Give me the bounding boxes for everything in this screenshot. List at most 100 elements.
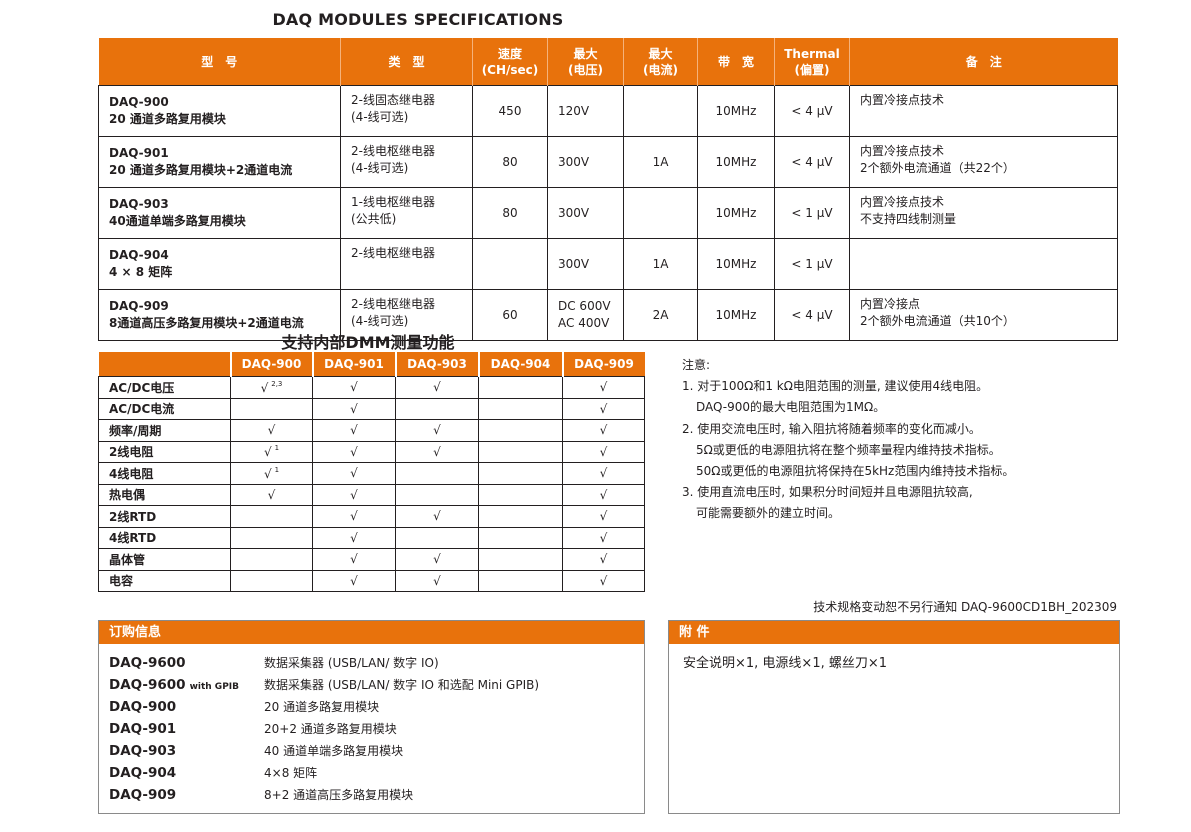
- order-description: 20+2 通道多路复用模块: [264, 722, 397, 736]
- check-mark: √: [350, 487, 358, 502]
- remarks-cell: 内置冷接点 2个额外电流通道（共10个）: [849, 289, 1118, 341]
- relay-type-cell: 2-线电枢继电器: [340, 238, 473, 290]
- dmm-function-label: AC/DC电压: [98, 376, 231, 399]
- check-mark: √: [350, 444, 358, 459]
- order-model-name: DAQ-904: [109, 765, 177, 781]
- dmm-support-cell: [230, 505, 313, 528]
- dmm-support-cell: [478, 419, 563, 442]
- dmm-support-cell: √: [312, 526, 396, 549]
- note-line: 2. 使用交流电压时, 输入阻抗将随着频率的变化而减小。: [682, 421, 981, 436]
- note-line: DAQ-900的最大电阻范围为1MΩ。: [696, 400, 886, 415]
- dmm-support-cell: √: [562, 505, 645, 528]
- dmm-column-header: DAQ-909: [561, 352, 645, 377]
- dmm-support-cell: √: [562, 440, 645, 463]
- accessories-text: 安全说明×1, 电源线×1, 螺丝刀×1: [683, 656, 888, 671]
- dmm-support-cell: √: [230, 419, 313, 442]
- footnote-ref: 1: [274, 444, 280, 453]
- spec-header-cell: 最大 (电压): [547, 38, 624, 86]
- dmm-support-cell: √: [312, 483, 396, 506]
- model-description: 8通道高压多路复用模块+2通道电流: [109, 316, 304, 330]
- dmm-support-cell: √: [395, 419, 479, 442]
- check-mark: √: [599, 444, 608, 459]
- check-mark: √: [260, 380, 269, 395]
- dmm-support-cell: √: [312, 548, 396, 571]
- order-item: DAQ-904 4×8 矩阵: [99, 762, 644, 784]
- dmm-header-blank: [98, 352, 231, 377]
- thermal-offset-cell: < 1 μV: [774, 238, 850, 290]
- dmm-function-label: 2线RTD: [98, 505, 231, 528]
- dmm-column-header: DAQ-903: [394, 352, 479, 377]
- order-model: DAQ-904: [99, 762, 264, 784]
- check-mark: √: [263, 466, 272, 481]
- order-description: 数据采集器 (USB/LAN/ 数字 IO 和选配 Mini GPIB): [264, 678, 540, 692]
- order-model-name: DAQ-9600: [109, 677, 186, 693]
- order-model: DAQ-9600: [99, 652, 264, 674]
- order-model-suffix: with GPIB: [189, 682, 239, 692]
- check-mark: √: [263, 445, 272, 460]
- dmm-support-cell: √: [312, 419, 396, 442]
- spec-header-cell: 备 注: [849, 38, 1118, 86]
- dmm-function-label: 频率/周期: [98, 419, 231, 442]
- dmm-support-cell: [230, 526, 313, 549]
- order-item: DAQ-901 20+2 通道多路复用模块: [99, 718, 644, 740]
- remarks-cell: 内置冷接点技术: [849, 85, 1118, 137]
- dmm-support-cell: √: [312, 462, 396, 485]
- bandwidth-cell: 10MHz: [697, 136, 775, 188]
- model-cell: DAQ-900 20 通道多路复用模块: [98, 85, 341, 137]
- dmm-row: 热电偶 √ √ √: [98, 483, 645, 506]
- dmm-support-cell: [478, 569, 563, 592]
- dmm-support-cell: √: [395, 376, 479, 399]
- dmm-support-cell: √: [562, 526, 645, 549]
- model-description: 20 通道多路复用模块+2通道电流: [109, 163, 293, 177]
- dmm-table: DAQ-900 DAQ-901 DAQ-903 DAQ-904 DAQ-909 AC/D…: [98, 352, 645, 592]
- model-description: 40通道单端多路复用模块: [109, 214, 246, 228]
- model-description: 4 × 8 矩阵: [109, 265, 173, 279]
- order-item: DAQ-9600 数据采集器 (USB/LAN/ 数字 IO): [99, 652, 644, 674]
- model-cell: DAQ-904 4 × 8 矩阵: [98, 238, 341, 290]
- model-name: DAQ-904: [109, 248, 169, 262]
- thermal-offset-cell: < 4 μV: [774, 85, 850, 137]
- check-mark: √: [350, 573, 358, 588]
- order-item: DAQ-909 8+2 通道高压多路复用模块: [99, 784, 644, 806]
- check-mark: √: [599, 509, 608, 524]
- speed-cell: [472, 238, 548, 290]
- order-model-name: DAQ-9600: [109, 655, 186, 671]
- dmm-row: 2线RTD √ √ √: [98, 505, 645, 528]
- note-line: 50Ω或更低的电源阻抗将保持在5kHz范围内维持技术指标。: [696, 464, 1015, 479]
- dmm-support-cell: [230, 569, 313, 592]
- check-mark: √: [433, 444, 441, 459]
- check-mark: √: [433, 573, 441, 588]
- spec-header-cell: 类 型: [340, 38, 473, 86]
- note-line: 5Ω或更低的电源阻抗将在整个频率量程内维持技术指标。: [696, 442, 1001, 457]
- check-mark: √: [350, 466, 358, 481]
- check-mark: √: [433, 509, 441, 524]
- max-current-cell: [623, 85, 698, 137]
- spec-header-row: 型 号类 型速度 (CH/sec) 最大 (电压) 最大 (电流) 带 宽 Therma…: [98, 38, 1118, 86]
- dmm-support-cell: [230, 397, 313, 420]
- check-mark: √: [599, 423, 608, 438]
- max-voltage-cell: 300V: [547, 136, 624, 188]
- bandwidth-cell: 10MHz: [697, 289, 775, 341]
- order-model: DAQ-901: [99, 718, 264, 740]
- dmm-support-cell: √: [395, 505, 479, 528]
- dmm-support-cell: √ 2,3: [230, 376, 313, 399]
- dmm-support-cell: [478, 548, 563, 571]
- relay-type-cell: 2-线电枢继电器 (4-线可选): [340, 289, 473, 341]
- spec-header-cell: 最大 (电流): [623, 38, 698, 86]
- model-name: DAQ-903: [109, 197, 169, 211]
- model-name: DAQ-900: [109, 95, 169, 109]
- order-item: DAQ-903 40 通道单端多路复用模块: [99, 740, 644, 762]
- dmm-row: 电容 √ √ √: [98, 569, 645, 592]
- spec-header-cell: 带 宽: [697, 38, 775, 86]
- check-mark: √: [350, 552, 358, 567]
- dmm-support-cell: [478, 440, 563, 463]
- dmm-column-header: DAQ-901: [311, 352, 396, 377]
- dmm-support-cell: [478, 462, 563, 485]
- dmm-support-cell: [395, 526, 479, 549]
- dmm-support-cell: √: [312, 376, 396, 399]
- check-mark: √: [599, 552, 608, 567]
- remarks-cell: 内置冷接点技术 2个额外电流通道（共22个）: [849, 136, 1118, 188]
- notes-heading: 注意:: [682, 358, 711, 372]
- dmm-function-label: 2线电阻: [98, 440, 231, 463]
- footnote-ref: 2,3: [271, 379, 283, 388]
